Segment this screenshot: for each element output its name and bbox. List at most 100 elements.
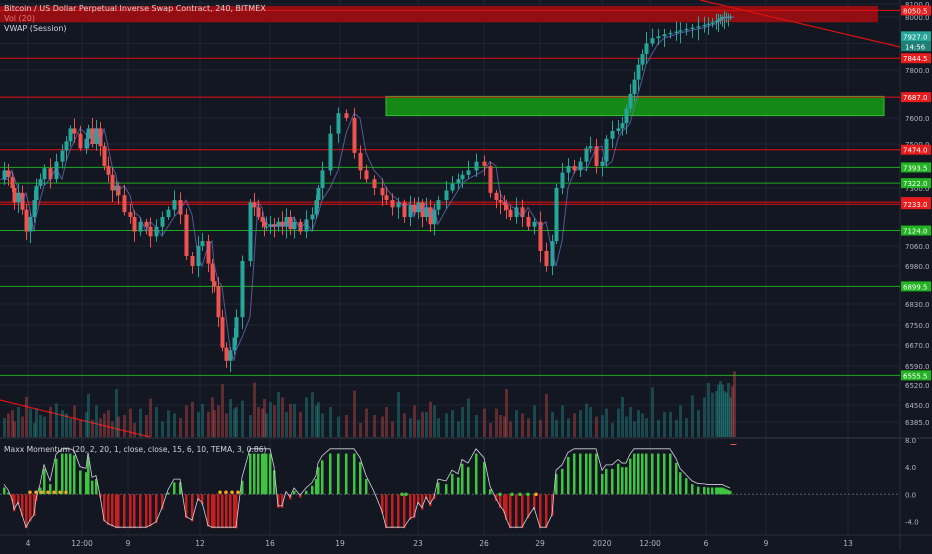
candle-body[interactable] — [372, 179, 377, 188]
candle-body[interactable] — [228, 350, 233, 361]
candle-body[interactable] — [10, 177, 15, 188]
candle-body[interactable] — [292, 221, 297, 230]
candle-body[interactable] — [110, 174, 115, 191]
candle-body[interactable] — [504, 204, 509, 210]
candle-body[interactable] — [298, 221, 303, 232]
candle-body[interactable] — [714, 20, 719, 23]
candle-body[interactable] — [620, 123, 625, 129]
trend-line-volume[interactable] — [0, 399, 151, 438]
candle-body[interactable] — [148, 226, 153, 237]
candle-body[interactable] — [206, 241, 211, 264]
candle-body[interactable] — [256, 207, 261, 217]
candle-body[interactable] — [678, 30, 683, 32]
candle-body[interactable] — [28, 217, 33, 232]
candle-body[interactable] — [412, 204, 417, 213]
candle-body[interactable] — [210, 263, 215, 282]
candle-body[interactable] — [544, 251, 549, 266]
candle-body[interactable] — [624, 108, 629, 124]
candle-body[interactable] — [502, 202, 507, 205]
level-tag[interactable] — [901, 225, 931, 236]
candle-body[interactable] — [460, 174, 465, 180]
candle-body[interactable] — [190, 256, 195, 266]
candle-body[interactable] — [572, 166, 577, 171]
candle-body[interactable] — [280, 221, 285, 227]
level-tag[interactable] — [901, 162, 931, 173]
candle-body[interactable] — [288, 217, 293, 230]
candle-body[interactable] — [690, 27, 695, 29]
candle-body[interactable] — [508, 209, 513, 217]
candle-body[interactable] — [128, 212, 133, 217]
vwap-indicator-label[interactable]: VWAP (Session) — [4, 24, 67, 33]
candle-body[interactable] — [12, 188, 17, 203]
candle-body[interactable] — [488, 166, 493, 193]
candle-body[interactable] — [532, 221, 537, 227]
candle-body[interactable] — [260, 217, 265, 222]
candle-body[interactable] — [364, 170, 369, 180]
candle-body[interactable] — [600, 161, 605, 166]
candle-body[interactable] — [616, 128, 621, 131]
candle-body[interactable] — [632, 79, 637, 94]
candle-body[interactable] — [644, 43, 649, 55]
candle-body[interactable] — [584, 148, 589, 162]
candle-body[interactable] — [48, 168, 53, 180]
candle-body[interactable] — [432, 209, 437, 225]
candle-body[interactable] — [526, 217, 531, 227]
candle-body[interactable] — [352, 118, 357, 153]
candle-body[interactable] — [54, 161, 59, 180]
candle-body[interactable] — [336, 113, 341, 134]
candle-body[interactable] — [436, 200, 441, 210]
candle-body[interactable] — [566, 166, 571, 173]
candle-body[interactable] — [304, 219, 309, 232]
candle-body[interactable] — [636, 64, 641, 80]
candle-body[interactable] — [554, 188, 559, 242]
candle-body[interactable] — [466, 170, 471, 175]
candle-body[interactable] — [106, 166, 111, 175]
level-tag[interactable] — [901, 144, 931, 155]
candle-body[interactable] — [538, 221, 543, 251]
candle-body[interactable] — [716, 19, 721, 21]
candle-body[interactable] — [262, 221, 267, 227]
candle-body[interactable] — [64, 141, 69, 151]
candle-body[interactable] — [234, 317, 239, 338]
candle-body[interactable] — [494, 192, 499, 201]
candle-body[interactable] — [86, 128, 91, 139]
candle-body[interactable] — [184, 214, 189, 256]
level-tag[interactable] — [901, 53, 931, 64]
level-tag[interactable] — [901, 370, 931, 381]
candle-body[interactable] — [380, 188, 385, 196]
candle-body[interactable] — [314, 200, 319, 215]
candle-body[interactable] — [38, 179, 43, 186]
candle-body[interactable] — [122, 195, 127, 213]
candle-body[interactable] — [224, 347, 229, 361]
candle-body[interactable] — [172, 200, 177, 210]
candle-body[interactable] — [684, 28, 689, 31]
candle-body[interactable] — [450, 183, 455, 191]
candle-body[interactable] — [424, 207, 429, 217]
candle-body[interactable] — [520, 207, 525, 217]
candle-body[interactable] — [72, 128, 77, 134]
candle-body[interactable] — [456, 179, 461, 184]
candle-body[interactable] — [402, 202, 407, 218]
candle-body[interactable] — [674, 31, 679, 33]
candle-body[interactable] — [474, 161, 479, 171]
candle-body[interactable] — [24, 209, 29, 232]
candle-body[interactable] — [656, 36, 661, 39]
candle-body[interactable] — [444, 190, 449, 201]
candle-body[interactable] — [138, 221, 143, 232]
candle-body[interactable] — [610, 131, 615, 139]
candle-body[interactable] — [144, 221, 149, 227]
candle-body[interactable] — [710, 22, 715, 24]
level-tag[interactable] — [901, 5, 931, 16]
level-tag[interactable] — [901, 178, 931, 189]
candle-body[interactable] — [98, 128, 103, 147]
candle-body[interactable] — [84, 138, 89, 149]
candle-body[interactable] — [328, 133, 333, 171]
candle-body[interactable] — [240, 261, 245, 318]
candle-body[interactable] — [166, 209, 171, 217]
candle-body[interactable] — [34, 185, 39, 201]
candle-body[interactable] — [408, 204, 413, 217]
candle-body[interactable] — [60, 150, 65, 162]
candle-body[interactable] — [384, 195, 389, 201]
candle-body[interactable] — [390, 200, 395, 208]
candle-body[interactable] — [668, 32, 673, 35]
